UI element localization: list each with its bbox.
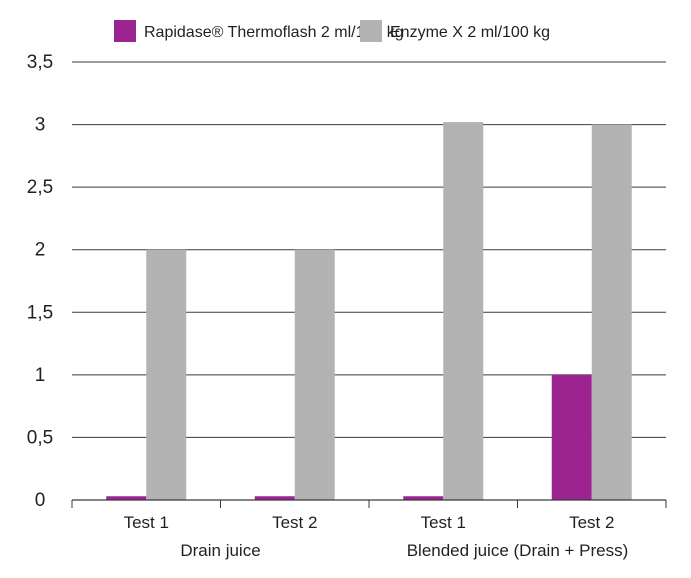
y-tick-label: 2,5 (27, 177, 53, 198)
bar-enzyme-x (146, 249, 187, 500)
y-tick-label: 1,5 (27, 302, 53, 323)
y-tick-label: 2 (35, 240, 46, 261)
legend-swatch (360, 20, 382, 42)
bar-rapidase (551, 374, 592, 500)
bar-enzyme-x (591, 124, 632, 501)
x-group-label: Drain juice (180, 541, 260, 560)
legend-label: Enzyme X 2 ml/100 kg (390, 24, 550, 41)
x-category-label: Test 1 (421, 513, 466, 532)
axes: 0 0,5 1 1,5 2 2,5 3 3,5 Test 1 Test 2 Test 1 Test 2… (27, 52, 667, 560)
y-tick-label: 1 (35, 365, 46, 386)
y-tick-label: 0,5 (27, 427, 53, 448)
x-group-label: Blended juice (Drain + Press) (407, 541, 629, 560)
legend: Rapidase® Thermoflash 2 ml/100 kgEnzyme … (114, 20, 550, 42)
x-category-label: Test 1 (124, 513, 169, 532)
y-tick-label: 0 (35, 490, 46, 511)
x-category-label: Test 2 (272, 513, 317, 532)
legend-swatch (114, 20, 136, 42)
legend-label: Rapidase® Thermoflash 2 ml/100 kg (144, 24, 404, 41)
y-tick-label: 3 (35, 115, 46, 136)
bar-rapidase (254, 496, 295, 500)
bar-rapidase (106, 496, 147, 500)
bars (106, 122, 632, 501)
bar-enzyme-x (443, 122, 484, 500)
x-category-label: Test 2 (569, 513, 614, 532)
y-tick-label: 3,5 (27, 52, 53, 73)
bar-enzyme-x (294, 249, 335, 500)
bar-rapidase (403, 496, 444, 500)
